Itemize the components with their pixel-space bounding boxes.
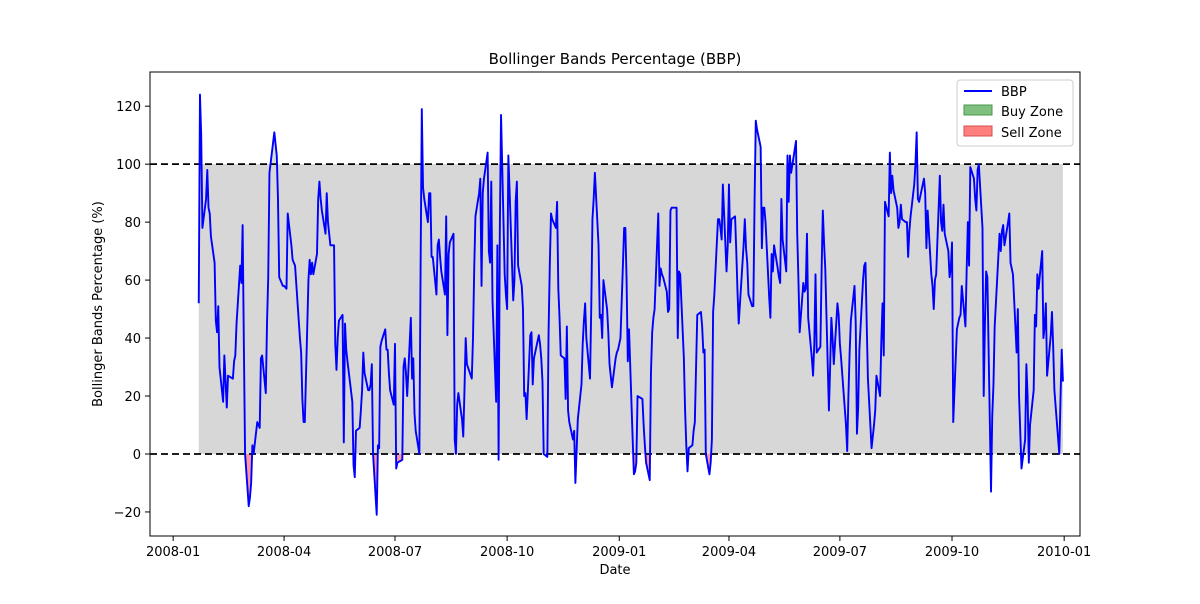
x-tick-label: 2009-10 <box>925 545 979 560</box>
chart-title: Bollinger Bands Percentage (BBP) <box>489 50 742 68</box>
y-tick-label: 100 <box>116 158 141 173</box>
legend-sell-swatch <box>964 126 992 136</box>
legend-buy-swatch <box>964 105 992 115</box>
x-tick-label: 2009-01 <box>592 545 646 560</box>
y-axis-label: Bollinger Bands Percentage (%) <box>91 201 106 407</box>
x-tick-label: 2010-01 <box>1037 545 1091 560</box>
x-tick-label: 2009-04 <box>702 545 756 560</box>
x-tick-label: 2008-07 <box>368 545 422 560</box>
legend-label-buy: Buy Zone <box>1001 105 1063 120</box>
legend-label-bbp: BBP <box>1001 85 1027 100</box>
x-tick-label: 2008-04 <box>257 545 311 560</box>
legend-label-sell: Sell Zone <box>1001 126 1062 141</box>
x-tick-label: 2008-01 <box>146 545 200 560</box>
y-tick-label: 40 <box>124 332 141 347</box>
y-tick-label: 80 <box>124 216 141 231</box>
y-tick-label: 20 <box>124 390 141 405</box>
y-tick-label: 120 <box>116 100 141 115</box>
x-tick-label: 2008-10 <box>480 545 534 560</box>
y-tick-label: 0 <box>133 448 141 463</box>
x-axis-label: Date <box>599 563 630 578</box>
y-tick-label: −20 <box>114 506 141 521</box>
legend: BBP Buy Zone Sell Zone <box>957 80 1073 146</box>
y-tick-label: 60 <box>124 274 141 289</box>
x-tick-label: 2009-07 <box>813 545 867 560</box>
